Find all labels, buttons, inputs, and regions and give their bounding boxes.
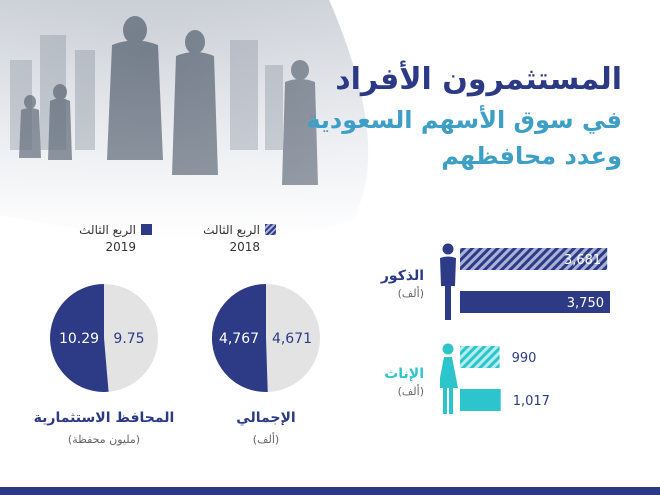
bar-value-female-2019: 1,017 [513, 394, 550, 409]
legend-2019-label: الربع الثالث [79, 223, 136, 237]
pie-unit-portfolios: (مليون محفظة) [67, 433, 141, 446]
bar-female-2019 [460, 389, 501, 411]
legend-2018-year: 2018 [229, 240, 260, 254]
pie-label-portfolios: المحافظ الاستثمارية [33, 410, 175, 426]
legend-2019-year: 2019 [105, 240, 136, 254]
pie-unit-total: (ألف) [252, 433, 280, 446]
pie-value-2019: 10.29 [59, 331, 99, 347]
gender-bar-chart: 3,681 3,750 990 1,017 [440, 243, 610, 414]
pie-chart-portfolios: 10.29 9.75 [50, 284, 158, 392]
legend-2019: الربع الثالث 2019 [79, 222, 152, 256]
legend-2018: الربع الثالث 2018 [203, 222, 276, 256]
female-label: الإناث (ألف) [384, 366, 424, 398]
pie-value-2018: 9.75 [113, 331, 144, 347]
female-label-text: الإناث [384, 366, 424, 382]
title-line-3: وعدد محافظهم [441, 142, 622, 170]
bar-value-female-2018: 990 [512, 351, 537, 366]
male-label: الذكور (ألف) [381, 268, 424, 300]
bar-male-2019 [460, 291, 610, 313]
female-label-unit: (ألف) [397, 385, 424, 398]
bar-female-2018 [460, 346, 500, 368]
pie-value-2019: 4,767 [219, 331, 259, 347]
pie-value-2018: 4,671 [272, 331, 312, 347]
pie-slice-2019 [50, 284, 109, 392]
female-icon [440, 343, 458, 414]
legend-swatch-solid [141, 224, 152, 235]
pie-chart-total: 4,767 4,671 [211, 283, 320, 392]
male-label-text: الذكور [380, 268, 424, 284]
bar-value-male-2018: 3,681 [564, 253, 601, 268]
legend-swatch-hatched [265, 224, 276, 235]
legend-2018-label: الربع الثالث [203, 223, 260, 237]
pie-slice-2019 [211, 283, 268, 392]
bottom-bar [0, 487, 660, 495]
bar-value-male-2019: 3,750 [567, 296, 604, 311]
male-label-unit: (ألف) [397, 287, 424, 300]
pie-label-total: الإجمالي [236, 410, 296, 426]
bar-male-2018 [460, 248, 608, 270]
male-icon [440, 243, 456, 320]
title-line-1: المستثمرون الأفراد [335, 62, 622, 97]
title-line-2: في سوق الأسهم السعودية [306, 106, 622, 134]
